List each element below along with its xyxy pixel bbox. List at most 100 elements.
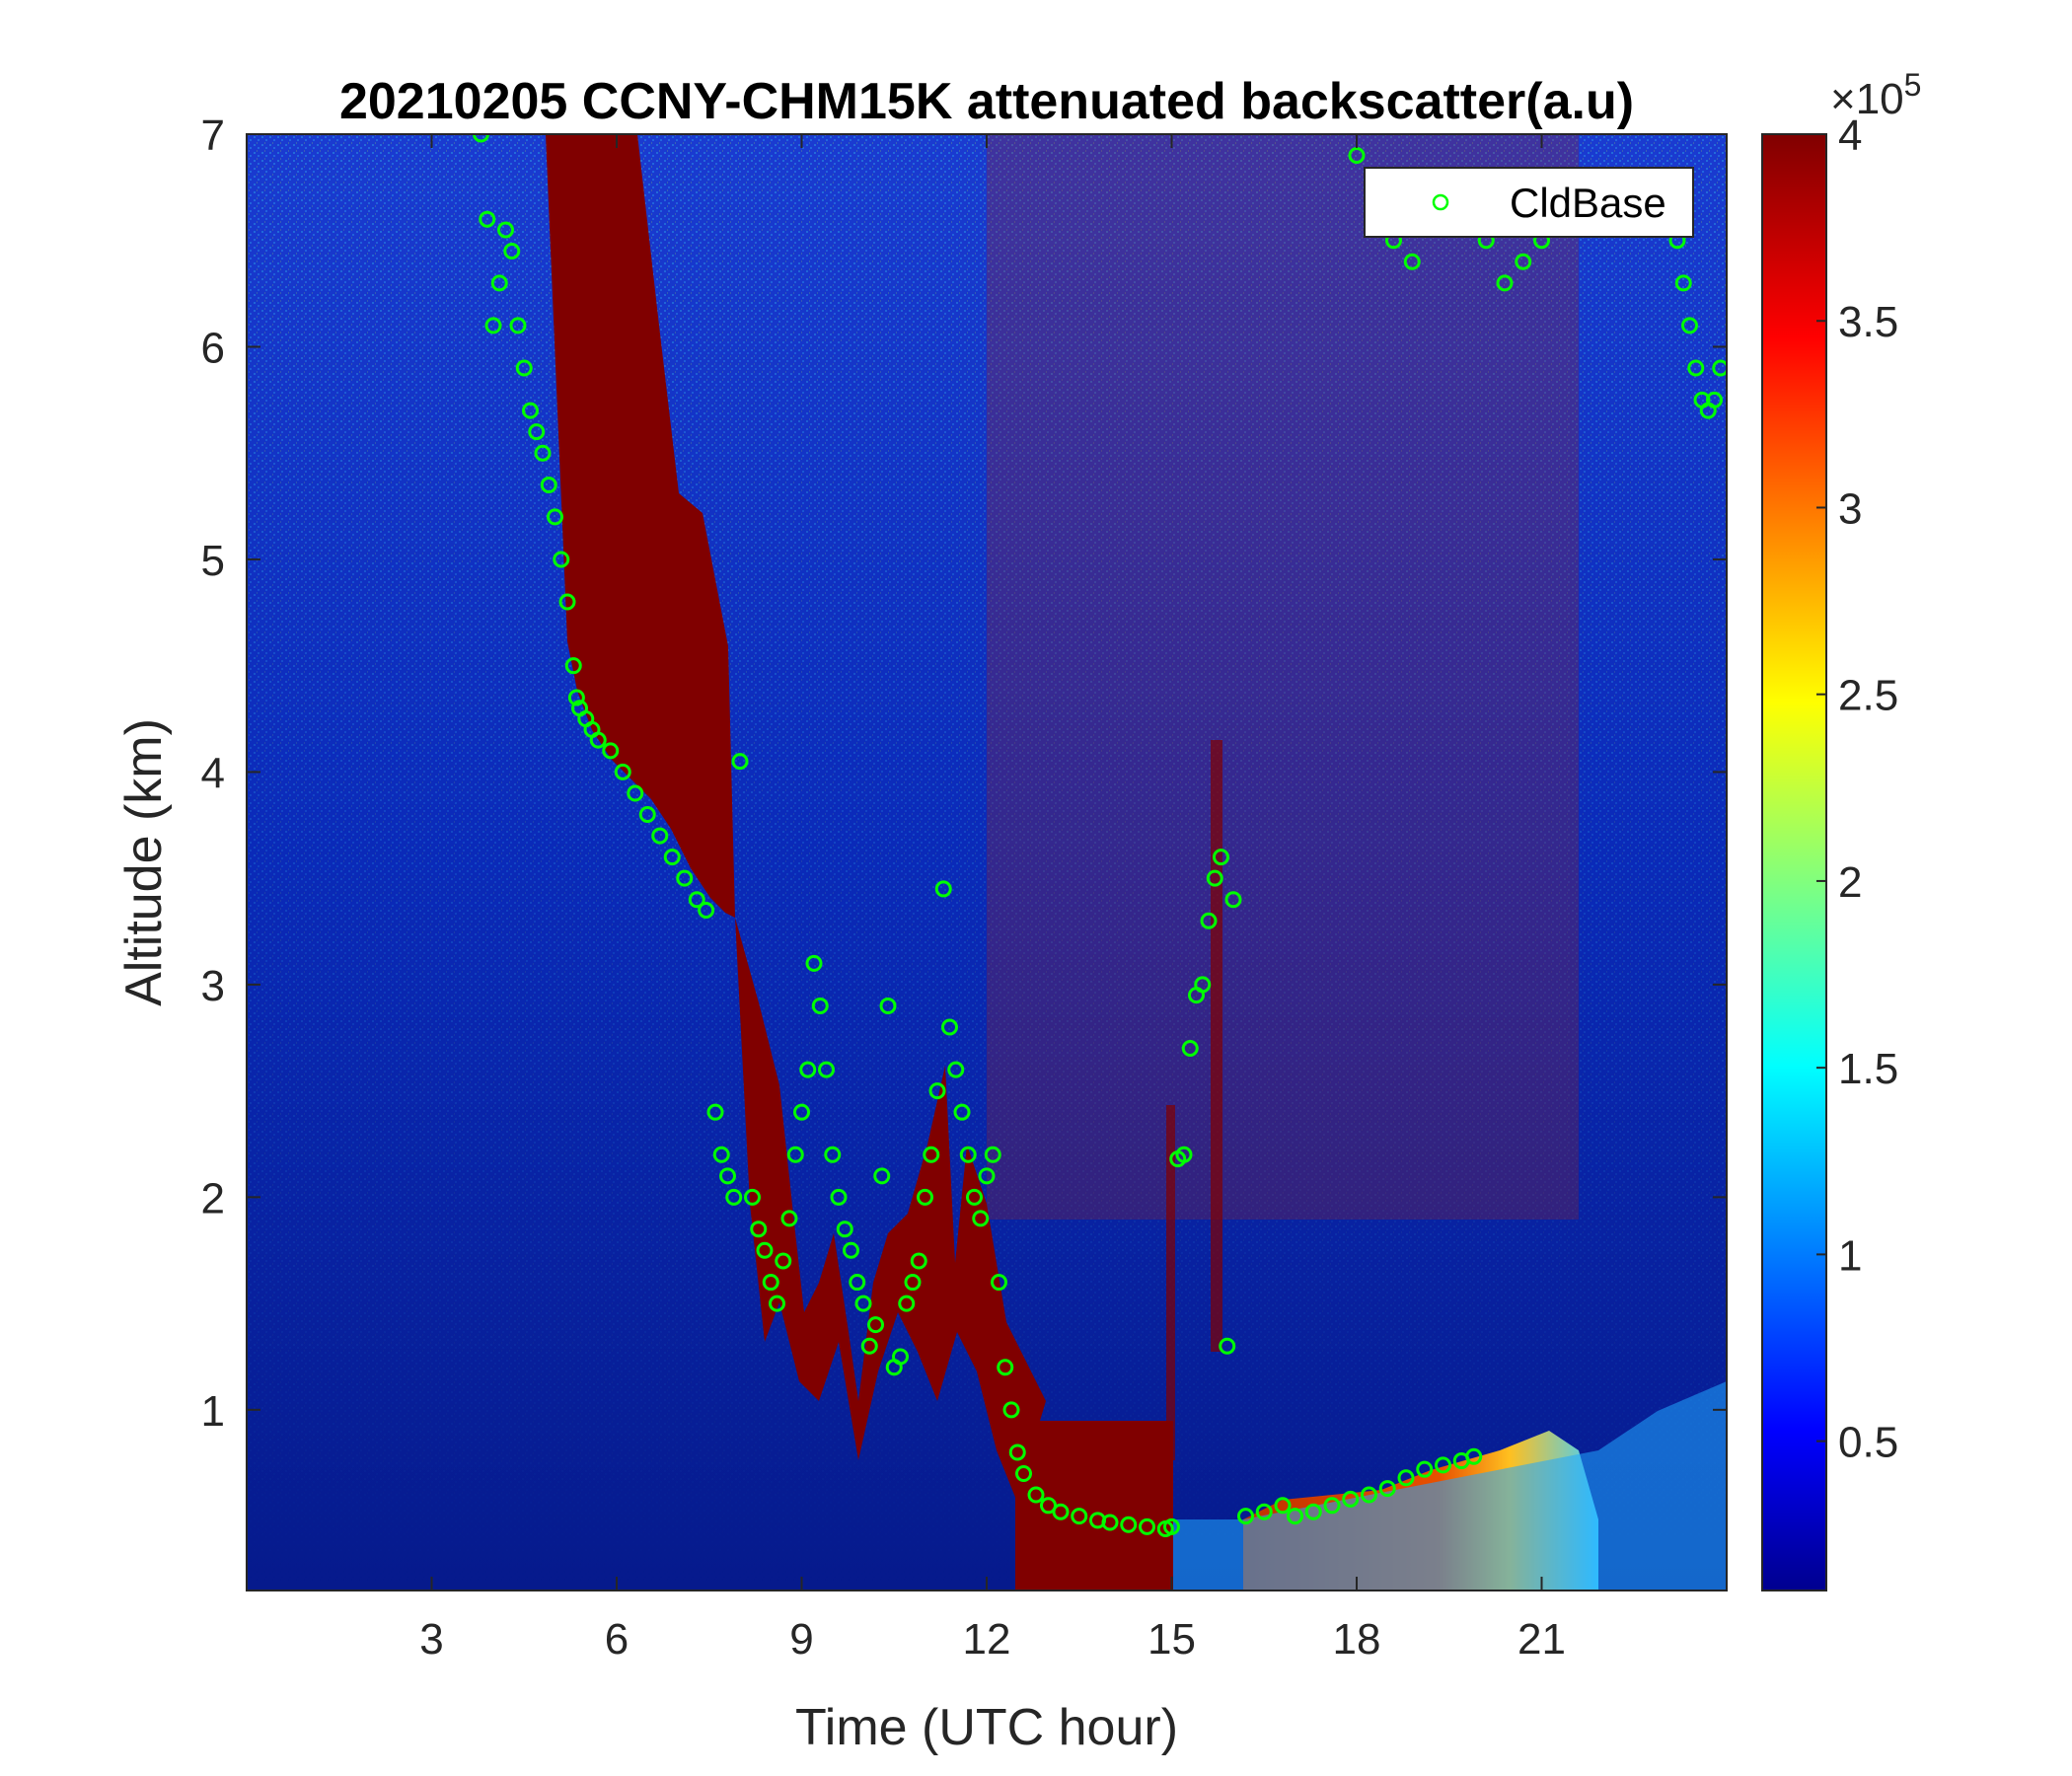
x-tick-label: 6 <box>605 1615 629 1664</box>
cldbase-point <box>1027 1486 1045 1504</box>
cldbase-point <box>984 1146 1001 1163</box>
cldbase-point <box>1181 1040 1199 1058</box>
x-axis-ticks: 3 6 9 12 15 18 21 <box>419 134 1566 1664</box>
plot-area <box>247 134 1727 1591</box>
cldbase-point <box>744 1188 761 1206</box>
y-axis-label: Altitude (km) <box>115 718 173 1006</box>
cldbase-point <box>553 551 570 568</box>
cldbase-point <box>1200 912 1218 929</box>
cldbase-point <box>923 1146 940 1163</box>
cldbase-point <box>515 359 533 377</box>
cldbase-point <box>910 1252 927 1270</box>
colorbar-multiplier-base: ×10 <box>1830 75 1904 123</box>
cldbase-point <box>1304 1503 1322 1520</box>
cldbase-point <box>780 1210 798 1227</box>
cldbase-point <box>1139 1517 1155 1535</box>
cldbase-point <box>564 657 582 675</box>
cldbase-point <box>479 210 496 228</box>
cldbase-point <box>1361 1486 1377 1504</box>
cldbase-point <box>854 1295 872 1312</box>
cldbase-point <box>547 508 563 526</box>
cldbase-point <box>1071 1508 1088 1525</box>
legend-marker-icon <box>1432 193 1449 211</box>
x-tick-label: 18 <box>1333 1615 1381 1664</box>
cldbase-point <box>824 1146 842 1163</box>
cldbase-point <box>490 274 508 292</box>
colorbar-tick-label: 1.5 <box>1838 1045 1898 1093</box>
cldbase-point <box>1163 1517 1180 1535</box>
cloud-layer-low <box>1015 1421 1173 1591</box>
cldbase-point <box>1015 1464 1032 1482</box>
y-axis-ticks: 1 2 3 4 5 6 7 <box>201 111 1727 1436</box>
chart-title: 20210205 CCNY-CHM15K attenuated backscat… <box>339 73 1634 130</box>
legend-entry-cldbase: CldBase <box>1510 180 1666 226</box>
cldbase-point <box>904 1274 922 1292</box>
cldbase-point <box>941 1018 958 1036</box>
colorbar: 0.5 1 1.5 2 2.5 3 3.5 4 ×105 <box>1761 67 1921 1591</box>
cldbase-point <box>860 1337 878 1355</box>
cldbase-point <box>966 1188 983 1206</box>
cldbase-point <box>688 891 705 909</box>
cldbase-point <box>558 593 576 611</box>
cldbase-point <box>1397 1469 1415 1487</box>
cldbase-point <box>769 1295 785 1312</box>
heatmap-upper-noise-afternoon <box>987 134 1579 1220</box>
cldbase-point <box>1342 1490 1360 1508</box>
cldbase-point <box>879 997 897 1014</box>
colorbar-multiplier: ×105 <box>1830 67 1921 123</box>
cldbase-point <box>793 1103 810 1121</box>
cldbase-point <box>602 742 620 760</box>
cldbase-point <box>676 869 694 887</box>
cldbase-point <box>522 402 539 419</box>
x-tick-label: 21 <box>1517 1615 1566 1664</box>
cldbase-point <box>1101 1514 1119 1531</box>
y-tick-label: 5 <box>201 537 225 585</box>
cldbase-point <box>484 317 502 334</box>
cldbase-point <box>1674 274 1692 292</box>
cldbase-point <box>1687 359 1705 377</box>
colorbar-tick-label: 2.5 <box>1838 672 1898 720</box>
cldbase-point <box>830 1188 848 1206</box>
cldbase-point <box>811 997 829 1014</box>
cldbase-point <box>1435 1456 1451 1474</box>
cldbase-point <box>762 1274 779 1292</box>
cldbase-point <box>1237 1508 1254 1525</box>
cldbase-point <box>497 221 514 239</box>
cldbase-point <box>698 901 715 919</box>
colorbar-tick-label: 2 <box>1838 858 1862 907</box>
cldbase-point <box>589 731 607 749</box>
cldbase-point <box>1052 1503 1070 1520</box>
cldbase-point <box>731 753 749 771</box>
y-tick-label: 6 <box>201 324 225 372</box>
cldbase-point <box>1287 1508 1303 1525</box>
y-tick-label: 4 <box>201 749 225 797</box>
cldbase-point <box>843 1241 859 1259</box>
cldbase-point <box>978 1167 996 1185</box>
surface-aerosol-layer <box>1173 1381 1727 1591</box>
cldbase-point <box>1194 976 1212 994</box>
cldbase-point <box>1712 359 1727 377</box>
legend-box <box>1364 167 1694 238</box>
cldbase-point <box>972 1210 990 1227</box>
cldbase-point <box>528 423 546 441</box>
cldbase-point <box>1175 1146 1193 1163</box>
cldbase-point <box>928 1082 946 1100</box>
cldbase-point <box>898 1295 916 1312</box>
cldbase-point <box>1255 1503 1273 1520</box>
cldbase-point <box>991 1274 1007 1292</box>
cldbase-point <box>997 1359 1014 1376</box>
y-tick-label: 3 <box>201 962 225 1010</box>
colorbar-tick-label: 3.5 <box>1838 298 1898 346</box>
cloud-layer-mid <box>735 918 1046 1500</box>
cldbase-point <box>1213 849 1229 866</box>
cldbase-point <box>1224 891 1242 909</box>
cldbase-point <box>1378 1480 1396 1498</box>
colorbar-ticks: 0.5 1 1.5 2 2.5 3 3.5 4 <box>1816 111 1898 1467</box>
colorbar-tick-label: 3 <box>1838 484 1862 533</box>
cldbase-point <box>1465 1447 1483 1465</box>
cldbase-point <box>1496 274 1514 292</box>
cldbase-point <box>818 1061 835 1078</box>
cldbase-point <box>836 1221 853 1238</box>
cldbase-point <box>799 1061 817 1078</box>
